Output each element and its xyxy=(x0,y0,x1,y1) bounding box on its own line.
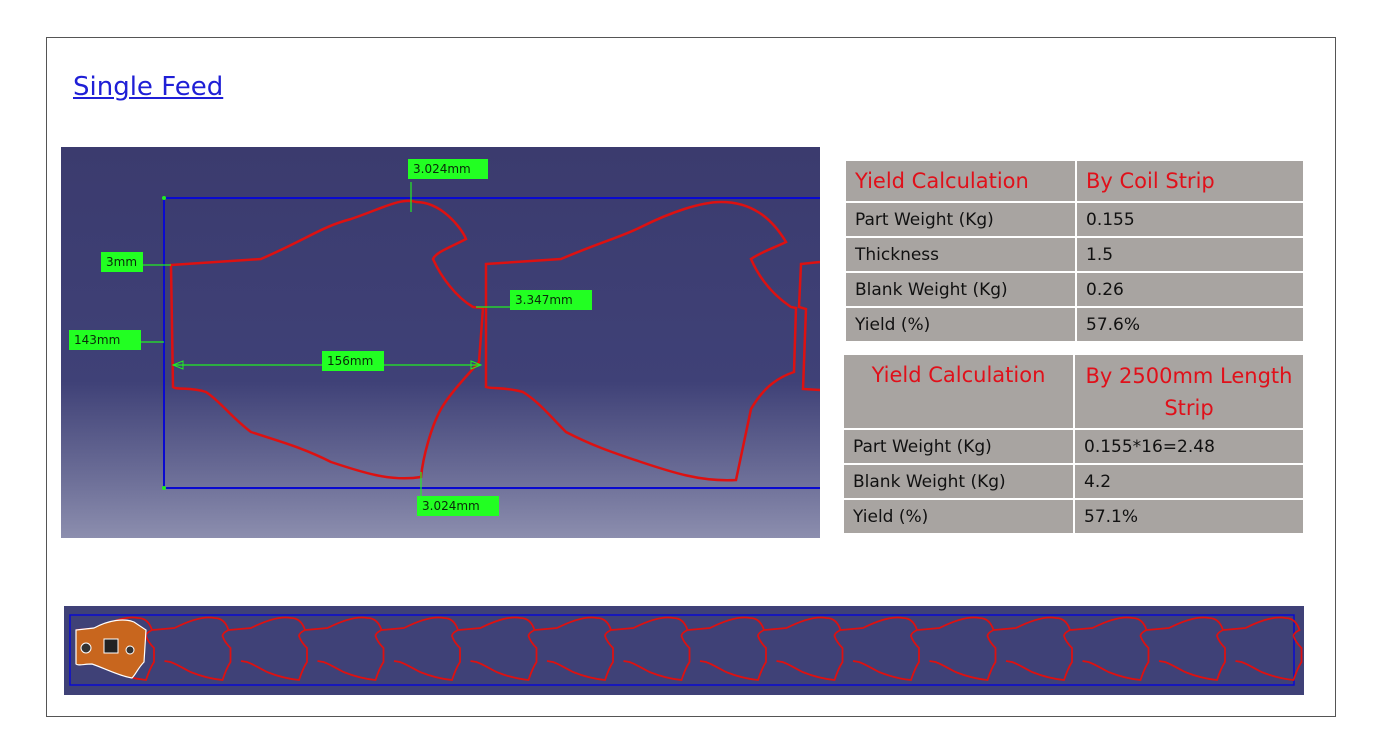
arrow-icon xyxy=(171,360,184,370)
rendered-part-icon xyxy=(75,619,147,679)
table-header-cell: Yield Calculation xyxy=(842,353,1075,430)
table-cell-label: Thickness xyxy=(844,236,1077,273)
strip-blank-outline xyxy=(381,616,461,681)
strip-boundary-line xyxy=(163,197,820,489)
strip-blank-outline xyxy=(305,616,385,681)
table-cell-value: 0.155 xyxy=(1075,201,1305,238)
strip-blank-outline xyxy=(534,616,614,681)
table-header-row: Yield Calculation By 2500mm Length Strip xyxy=(842,353,1305,430)
strip-blanks-group xyxy=(75,616,1303,681)
strip-blank-outline xyxy=(152,616,232,681)
cad-layout-view: 3.024mm 3mm 3.347mm 143mm 156mm 3.024mm xyxy=(61,147,820,538)
arrow-icon xyxy=(470,360,483,370)
table-cell-label: Yield (%) xyxy=(842,498,1075,535)
coil-strip-yield-table: Yield Calculation By Coil Strip Part Wei… xyxy=(844,159,1305,343)
strip-blank-outline xyxy=(993,616,1073,681)
strip-blank-outline xyxy=(840,616,920,681)
strip-blank-outline xyxy=(1146,616,1226,681)
corner-point-icon xyxy=(162,486,166,490)
table-row: Blank Weight (Kg) 0.26 xyxy=(844,271,1305,308)
dim-label-3347mm: 3.347mm xyxy=(510,290,592,310)
table-cell-label: Blank Weight (Kg) xyxy=(842,463,1075,500)
dim-label-top: 3.024mm xyxy=(408,159,488,179)
table-row: Yield (%) 57.6% xyxy=(844,306,1305,343)
table-row: Thickness 1.5 xyxy=(844,236,1305,273)
table-cell-value: 0.155*16=2.48 xyxy=(1073,428,1305,465)
strip-blank-outline xyxy=(228,616,308,681)
strip-boundary-line xyxy=(69,614,1295,686)
cad-drawing xyxy=(121,182,820,499)
corner-point-icon xyxy=(162,196,166,200)
table-cell-value: 57.6% xyxy=(1075,306,1305,343)
table-header-cell: By 2500mm Length Strip xyxy=(1073,353,1305,430)
table-cell-label: Part Weight (Kg) xyxy=(842,428,1075,465)
table-cell-label: Part Weight (Kg) xyxy=(844,201,1077,238)
strip-blank-outline xyxy=(611,616,691,681)
table-row: Blank Weight (Kg) 4.2 xyxy=(842,463,1305,500)
dim-label-bottom: 3.024mm xyxy=(417,496,499,516)
table-cell-label: Blank Weight (Kg) xyxy=(844,271,1077,308)
table-cell-label: Yield (%) xyxy=(844,306,1077,343)
full-strip-layout-view xyxy=(64,606,1304,695)
strip-blank-outline xyxy=(917,616,997,681)
table-cell-value: 57.1% xyxy=(1073,498,1305,535)
strip-blank-outline xyxy=(764,616,844,681)
blank-outline-2 xyxy=(484,200,798,482)
dim-label-3mm: 3mm xyxy=(101,252,143,272)
dim-label-156mm: 156mm xyxy=(322,351,384,371)
table-header-cell: Yield Calculation xyxy=(844,159,1077,203)
blank-outline-1 xyxy=(169,199,485,480)
table-cell-value: 1.5 xyxy=(1075,236,1305,273)
table-cell-value: 0.26 xyxy=(1075,271,1305,308)
strip-blank-outline xyxy=(1223,616,1303,681)
strip-blank-outline xyxy=(687,616,767,681)
table-header-row: Yield Calculation By Coil Strip xyxy=(844,159,1305,203)
strip-drawing xyxy=(69,614,1303,686)
strip-blank-outline xyxy=(458,616,538,681)
table-header-cell: By Coil Strip xyxy=(1075,159,1305,203)
single-feed-link[interactable]: Single Feed xyxy=(73,72,224,102)
table-row: Yield (%) 57.1% xyxy=(842,498,1305,535)
dim-label-143mm: 143mm xyxy=(69,330,141,350)
table-row: Part Weight (Kg) 0.155 xyxy=(844,201,1305,238)
table-row: Part Weight (Kg) 0.155*16=2.48 xyxy=(842,428,1305,465)
length-strip-yield-table: Yield Calculation By 2500mm Length Strip… xyxy=(842,353,1305,535)
blank-outline-3 xyxy=(797,260,820,392)
strip-blank-outline xyxy=(1070,616,1150,681)
table-cell-value: 4.2 xyxy=(1073,463,1305,500)
